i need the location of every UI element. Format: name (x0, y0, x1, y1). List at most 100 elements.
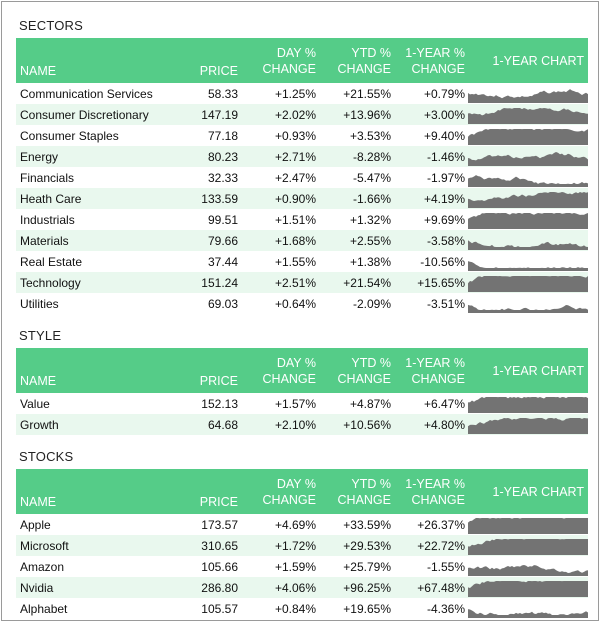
row-1year-chart (468, 535, 588, 556)
table-row[interactable]: Communication Services 58.33 +1.25% +21.55%… (16, 83, 588, 104)
sparkline-chart (468, 564, 588, 576)
row-name: Amazon (20, 559, 65, 574)
column-header-name[interactable]: NAME (16, 469, 188, 514)
row-ytd-change: +4.87% (349, 396, 391, 411)
row-price: 80.23 (188, 146, 244, 167)
table-row[interactable]: Financials 32.33 +2.47% -5.47% -1.97% (16, 167, 588, 188)
row-price: 105.57 (201, 601, 238, 616)
row-1year-chart (468, 577, 588, 598)
table-row[interactable]: Technology 151.24 +2.51% +21.54% +15.65% (16, 272, 588, 293)
row-name: Financials (20, 170, 75, 185)
row-day-change: +2.51% (244, 272, 319, 293)
row-year-change: +6.47% (423, 396, 465, 411)
sparkline-chart (468, 88, 588, 103)
row-year-change: +9.69% (423, 212, 465, 227)
row-1year-chart (468, 293, 588, 314)
column-header-price[interactable]: PRICE (188, 38, 244, 83)
column-header-price[interactable]: PRICE (188, 469, 244, 514)
row-price: 286.80 (188, 577, 244, 598)
column-header-day-change[interactable]: DAY % CHANGE (244, 348, 319, 393)
row-name: Growth (16, 414, 188, 435)
sparkline-area (468, 212, 588, 229)
table-row[interactable]: Heath Care 133.59 +0.90% -1.66% +4.19% (16, 188, 588, 209)
table-header-row: NAME PRICE DAY % CHANGE YTD % CHANGE 1-YEA… (16, 38, 588, 83)
sparkline-chart (468, 212, 588, 229)
table-row[interactable]: Value 152.13 +1.57% +4.87% +6.47% (16, 393, 588, 414)
table-row[interactable]: Growth 64.68 +2.10% +10.56% +4.80% (16, 414, 588, 435)
row-1year-chart (468, 125, 588, 146)
row-ytd-change: +2.55% (319, 230, 394, 251)
sparkline-chart (468, 538, 588, 555)
sparkline-area (468, 417, 588, 434)
table-row[interactable]: Materials 79.66 +1.68% +2.55% -3.58% (16, 230, 588, 251)
row-day-change: +0.84% (274, 601, 316, 616)
table-row[interactable]: Energy 80.23 +2.71% -8.28% -1.46% (16, 146, 588, 167)
table-header-row: NAME PRICE DAY % CHANGE YTD % CHANGE 1-YEA… (16, 469, 588, 514)
sparkline-chart (468, 580, 588, 597)
column-header-1year-change[interactable]: 1-YEAR % CHANGE (394, 348, 468, 393)
column-header-ytd-change[interactable]: YTD % CHANGE (319, 38, 394, 83)
column-header-ytd-change[interactable]: YTD % CHANGE (319, 348, 394, 393)
row-1year-chart (468, 209, 588, 230)
row-day-change: +1.51% (274, 212, 316, 227)
sparkline-chart (468, 275, 588, 292)
row-ytd-change: -2.09% (352, 296, 391, 311)
table-row[interactable]: Real Estate 37.44 +1.55% +1.38% -10.56% (16, 251, 588, 272)
row-1year-chart (468, 83, 588, 104)
row-day-change: +0.64% (274, 296, 316, 311)
row-day-change: +2.71% (244, 146, 319, 167)
row-year-change: +0.79% (423, 86, 465, 101)
table-row[interactable]: Nvidia 286.80 +4.06% +96.25% +67.48% (16, 577, 588, 598)
column-header-1year-change[interactable]: 1-YEAR % CHANGE (394, 469, 468, 514)
row-price: 64.68 (188, 414, 244, 435)
row-year-change: +22.72% (394, 535, 468, 556)
sectors-table: NAME PRICE DAY % CHANGE YTD % CHANGE 1-YEA… (16, 38, 588, 314)
row-price: 37.44 (207, 254, 238, 269)
row-ytd-change: +19.65% (343, 601, 391, 616)
sparkline-area (468, 128, 588, 145)
row-name: Value (20, 396, 50, 411)
row-name: Energy (16, 146, 188, 167)
row-name: Alphabet (20, 601, 68, 616)
column-header-name[interactable]: NAME (16, 348, 188, 393)
table-row[interactable]: Consumer Staples 77.18 +0.93% +3.53% +9.40% (16, 125, 588, 146)
column-header-day-change[interactable]: DAY % CHANGE (244, 38, 319, 83)
row-1year-chart (468, 251, 588, 272)
row-ytd-change: -1.66% (319, 188, 394, 209)
row-day-change: +0.93% (274, 128, 316, 143)
table-row[interactable]: Microsoft 310.65 +1.72% +29.53% +22.72% (16, 535, 588, 556)
row-price: 77.18 (207, 128, 238, 143)
column-header-name[interactable]: NAME (16, 38, 188, 83)
column-header-day-change[interactable]: DAY % CHANGE (244, 469, 319, 514)
row-name: Industrials (20, 212, 75, 227)
table-row[interactable]: Apple 173.57 +4.69% +33.59% +26.37% (16, 514, 588, 535)
table-row[interactable]: Amazon 105.66 +1.59% +25.79% -1.55% (16, 556, 588, 577)
table-row[interactable]: Industrials 99.51 +1.51% +1.32% +9.69% (16, 209, 588, 230)
row-year-change: -10.56% (420, 254, 465, 269)
row-day-change: +1.57% (274, 396, 316, 411)
sparkline-area (468, 88, 588, 103)
row-ytd-change: +3.53% (349, 128, 391, 143)
sparkline-area (468, 517, 588, 534)
column-header-1year-change[interactable]: 1-YEAR % CHANGE (394, 38, 468, 83)
row-name: Nvidia (16, 577, 188, 598)
row-day-change: +1.25% (274, 86, 316, 101)
column-header-1year-chart: 1-YEAR CHART (468, 38, 588, 83)
row-year-change: +9.40% (423, 128, 465, 143)
row-1year-chart (468, 514, 588, 535)
sparkline-chart (468, 608, 588, 618)
sparkline-area (468, 608, 588, 618)
row-ytd-change: +29.53% (319, 535, 394, 556)
row-1year-chart (468, 598, 588, 619)
row-name: Heath Care (16, 188, 188, 209)
table-row[interactable]: Alphabet 105.57 +0.84% +19.65% -4.36% (16, 598, 588, 619)
column-header-price[interactable]: PRICE (188, 348, 244, 393)
table-row[interactable]: Utilities 69.03 +0.64% -2.09% -3.51% (16, 293, 588, 314)
row-name: Microsoft (16, 535, 188, 556)
column-header-ytd-change[interactable]: YTD % CHANGE (319, 469, 394, 514)
row-year-change: -3.51% (426, 296, 465, 311)
row-1year-chart (468, 414, 588, 435)
row-ytd-change: +1.32% (349, 212, 391, 227)
table-row[interactable]: Consumer Discretionary 147.19 +2.02% +13.96… (16, 104, 588, 125)
row-price: 69.03 (207, 296, 238, 311)
